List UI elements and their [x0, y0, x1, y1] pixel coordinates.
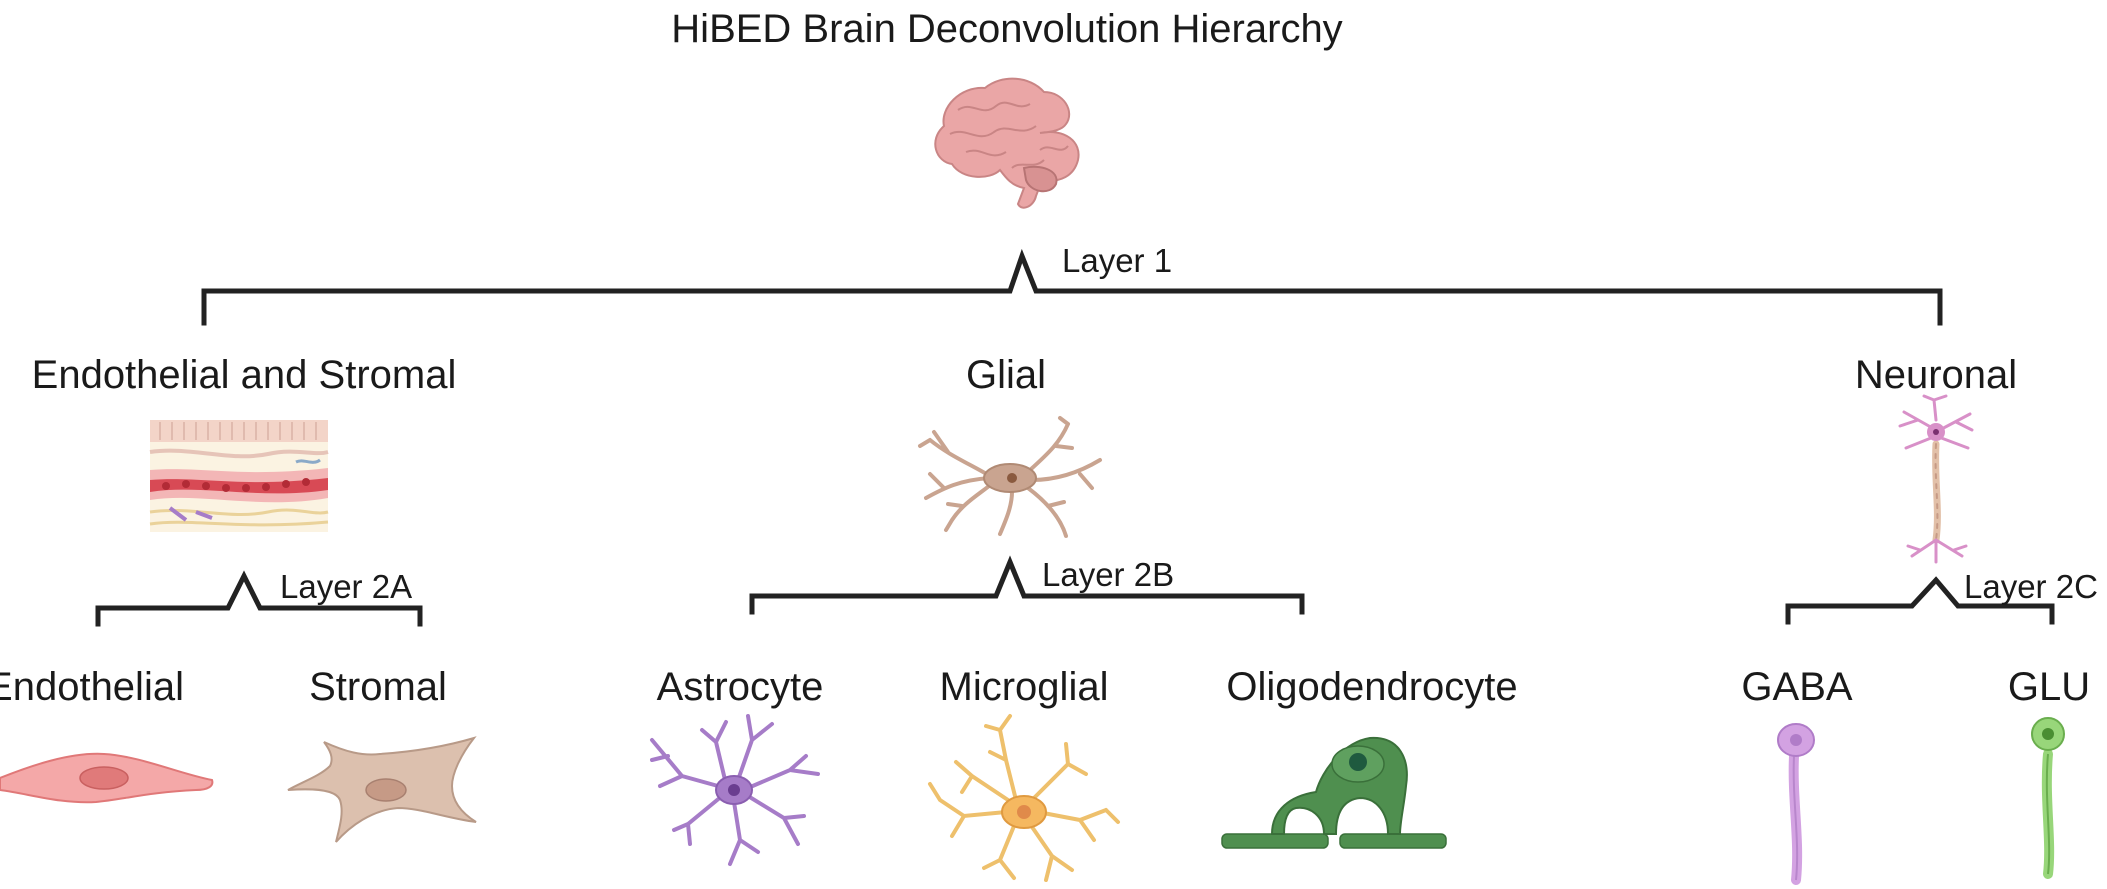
- astrocyte-label: Astrocyte: [657, 665, 824, 709]
- neuronal-label: Neuronal: [1855, 353, 2017, 397]
- layer-1-bracket: [201, 248, 1943, 326]
- endothelial-cell-icon: [0, 752, 214, 804]
- glial-cell-icon: [918, 416, 1102, 538]
- vessel-tissue-icon: [149, 420, 329, 532]
- brain-icon: [934, 77, 1080, 209]
- layer-2b-bracket: [749, 555, 1305, 615]
- neuron-icon: [1898, 394, 1974, 564]
- gaba-neuron-icon: [1777, 723, 1815, 885]
- microglial-label: Microglial: [940, 665, 1109, 709]
- endothelial-stromal-label: Endothelial and Stromal: [32, 353, 457, 397]
- glial-label: Glial: [966, 353, 1046, 397]
- layer-2b-label: Layer 2B: [1042, 556, 1174, 593]
- glu-neuron-icon: [2031, 717, 2065, 879]
- oligodendrocyte-label: Oligodendrocyte: [1226, 665, 1517, 709]
- layer-2c-label: Layer 2C: [1964, 568, 2098, 605]
- oligodendrocyte-icon: [1221, 736, 1447, 849]
- layer-2a-bracket: [95, 570, 423, 627]
- astrocyte-icon: [650, 714, 820, 866]
- layer-2c-bracket: [1785, 576, 2055, 625]
- endothelial-label: Endothelial: [0, 665, 184, 709]
- gaba-label: GABA: [1741, 665, 1852, 709]
- stromal-label: Stromal: [309, 665, 447, 709]
- microglia-icon: [928, 714, 1120, 882]
- layer-2a-label: Layer 2A: [280, 568, 412, 605]
- diagram-title: HiBED Brain Deconvolution Hierarchy: [671, 7, 1342, 51]
- glu-label: GLU: [2008, 665, 2090, 709]
- layer-1-label: Layer 1: [1062, 242, 1172, 279]
- stromal-cell-icon: [287, 736, 477, 843]
